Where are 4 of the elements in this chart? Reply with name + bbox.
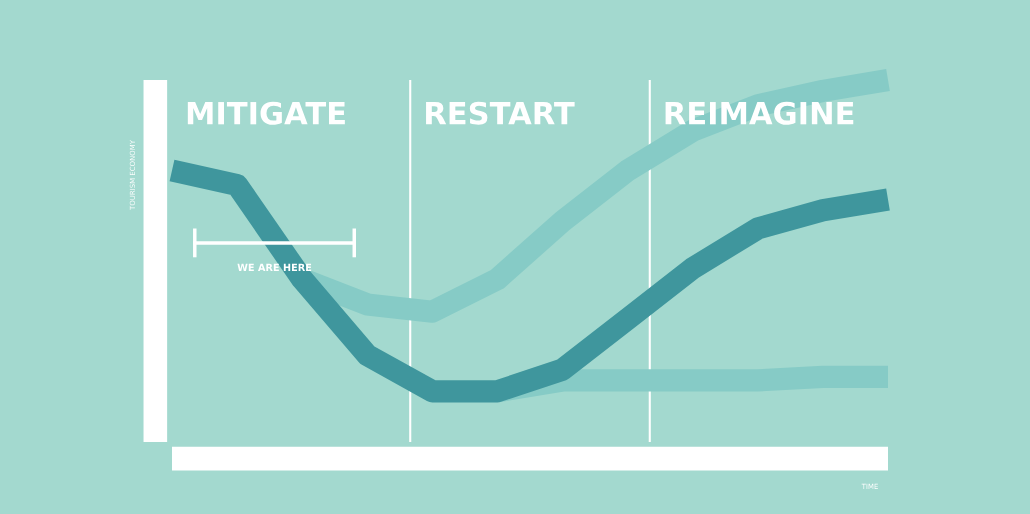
annotation: MITIGATE — [187, 101, 345, 125]
annotation: RESTART — [426, 101, 575, 125]
annotation: WE ARE HERE — [237, 263, 312, 271]
annotation: REIMAGINE — [665, 101, 854, 125]
